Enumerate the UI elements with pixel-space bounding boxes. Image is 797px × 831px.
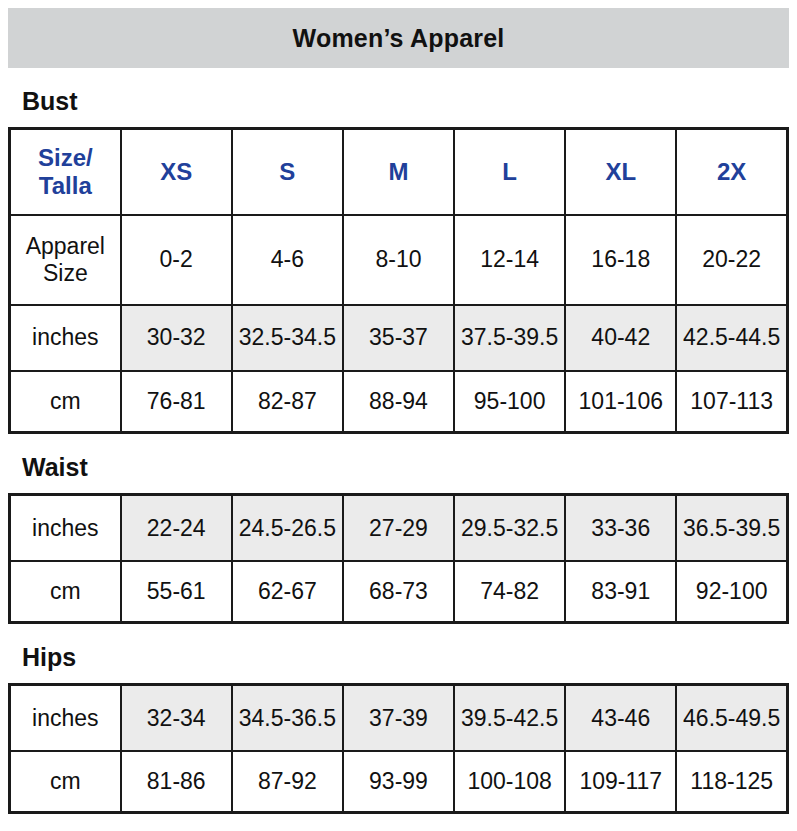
hips-section: Hips inches32-3434.5-36.537-3939.5-42.54… — [8, 643, 789, 814]
bust-value-cell: M — [343, 129, 454, 215]
hips-row-label: cm — [10, 751, 121, 813]
bust-value-cell: 32.5-34.5 — [232, 305, 343, 371]
hips-row-label: inches — [10, 685, 121, 751]
bust-value-cell: 82-87 — [232, 371, 343, 433]
hips-value-cell: 87-92 — [232, 751, 343, 813]
waist-value-cell: 83-91 — [565, 561, 676, 623]
hips-heading: Hips — [22, 643, 789, 672]
hips-value-cell: 37-39 — [343, 685, 454, 751]
bust-value-cell: 12-14 — [454, 215, 565, 305]
hips-value-cell: 46.5-49.5 — [676, 685, 787, 751]
hips-value-cell: 34.5-36.5 — [232, 685, 343, 751]
bust-row-label: Size/Talla — [10, 129, 121, 215]
waist-value-cell: 36.5-39.5 — [676, 495, 787, 561]
waist-value-cell: 22-24 — [121, 495, 232, 561]
hips-value-cell: 109-117 — [565, 751, 676, 813]
bust-value-cell: 0-2 — [121, 215, 232, 305]
bust-value-cell: 76-81 — [121, 371, 232, 433]
bust-value-cell: 20-22 — [676, 215, 787, 305]
waist-value-cell: 27-29 — [343, 495, 454, 561]
bust-row-label: inches — [10, 305, 121, 371]
bust-value-cell: 8-10 — [343, 215, 454, 305]
waist-section: Waist inches22-2424.5-26.527-2929.5-32.5… — [8, 453, 789, 624]
chart-title: Women’s Apparel — [293, 24, 505, 53]
hips-value-cell: 118-125 — [676, 751, 787, 813]
bust-value-cell: 35-37 — [343, 305, 454, 371]
hips-value-cell: 43-46 — [565, 685, 676, 751]
bust-value-cell: L — [454, 129, 565, 215]
hips-row-inches: inches32-3434.5-36.537-3939.5-42.543-464… — [10, 685, 788, 751]
waist-value-cell: 74-82 — [454, 561, 565, 623]
bust-row-label: cm — [10, 371, 121, 433]
waist-value-cell: 29.5-32.5 — [454, 495, 565, 561]
bust-value-cell: 107-113 — [676, 371, 787, 433]
bust-value-cell: 16-18 — [565, 215, 676, 305]
waist-value-cell: 33-36 — [565, 495, 676, 561]
bust-value-cell: 30-32 — [121, 305, 232, 371]
bust-value-cell: XL — [565, 129, 676, 215]
bust-value-cell: 4-6 — [232, 215, 343, 305]
bust-row-label: ApparelSize — [10, 215, 121, 305]
bust-row-inches: inches30-3232.5-34.535-3737.5-39.540-424… — [10, 305, 788, 371]
bust-value-cell: S — [232, 129, 343, 215]
bust-value-cell: XS — [121, 129, 232, 215]
waist-row-cm: cm55-6162-6768-7374-8283-9192-100 — [10, 561, 788, 623]
chart-title-bar: Women’s Apparel — [8, 8, 789, 68]
waist-row-label: cm — [10, 561, 121, 623]
bust-heading: Bust — [22, 87, 789, 116]
bust-value-cell: 88-94 — [343, 371, 454, 433]
waist-value-cell: 92-100 — [676, 561, 787, 623]
bust-value-cell: 101-106 — [565, 371, 676, 433]
hips-value-cell: 32-34 — [121, 685, 232, 751]
bust-table: Size/TallaXSSMLXL2XApparelSize0-24-68-10… — [8, 127, 789, 434]
bust-row-cm: cm76-8182-8788-9495-100101-106107-113 — [10, 371, 788, 433]
bust-value-cell: 95-100 — [454, 371, 565, 433]
bust-row-apparel-size: ApparelSize0-24-68-1012-1416-1820-22 — [10, 215, 788, 305]
bust-row-size-talla: Size/TallaXSSMLXL2X — [10, 129, 788, 215]
hips-value-cell: 81-86 — [121, 751, 232, 813]
waist-heading: Waist — [22, 453, 789, 482]
waist-value-cell: 24.5-26.5 — [232, 495, 343, 561]
hips-table: inches32-3434.5-36.537-3939.5-42.543-464… — [8, 683, 789, 814]
bust-section: Bust Size/TallaXSSMLXL2XApparelSize0-24-… — [8, 87, 789, 434]
waist-value-cell: 62-67 — [232, 561, 343, 623]
hips-row-cm: cm81-8687-9293-99100-108109-117118-125 — [10, 751, 788, 813]
size-chart-page: Women’s Apparel Bust Size/TallaXSSMLXL2X… — [0, 0, 797, 831]
waist-table: inches22-2424.5-26.527-2929.5-32.533-363… — [8, 493, 789, 624]
waist-row-label: inches — [10, 495, 121, 561]
hips-value-cell: 39.5-42.5 — [454, 685, 565, 751]
bust-value-cell: 2X — [676, 129, 787, 215]
hips-value-cell: 100-108 — [454, 751, 565, 813]
hips-value-cell: 93-99 — [343, 751, 454, 813]
waist-value-cell: 68-73 — [343, 561, 454, 623]
bust-value-cell: 42.5-44.5 — [676, 305, 787, 371]
bust-value-cell: 40-42 — [565, 305, 676, 371]
bust-value-cell: 37.5-39.5 — [454, 305, 565, 371]
waist-row-inches: inches22-2424.5-26.527-2929.5-32.533-363… — [10, 495, 788, 561]
waist-value-cell: 55-61 — [121, 561, 232, 623]
